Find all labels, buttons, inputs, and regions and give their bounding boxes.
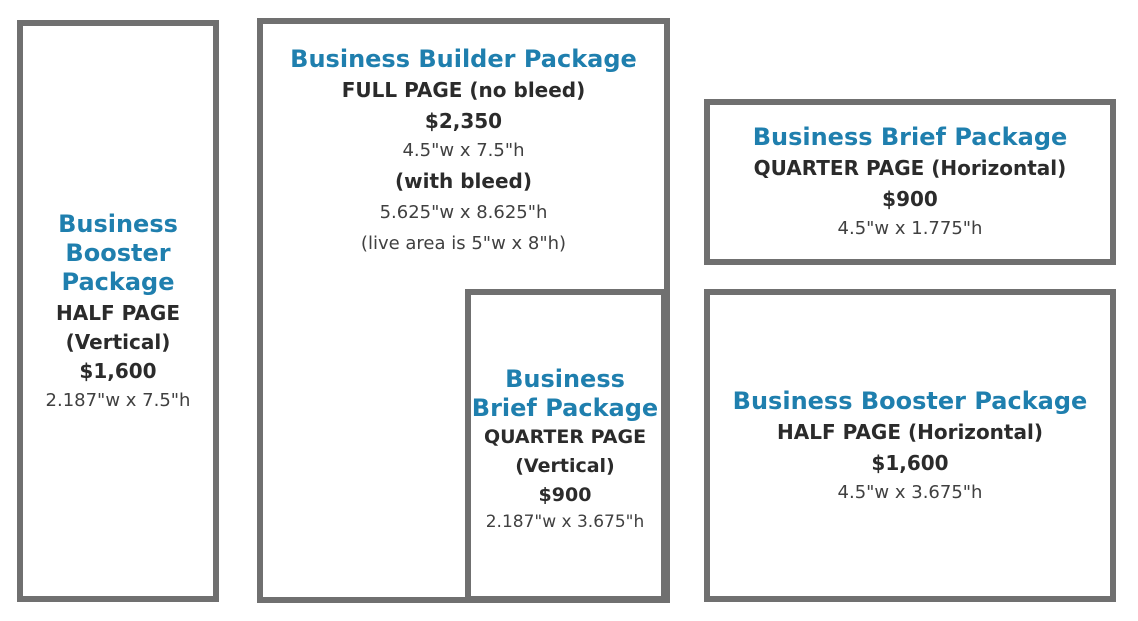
package-title: Business (505, 365, 625, 393)
ad-dimensions: 4.5"w x 7.5"h (402, 140, 525, 161)
package-title: Business Brief Package (752, 123, 1068, 151)
ad-dimensions: 4.5"w x 1.775"h (837, 218, 983, 239)
full-page-content: Business Builder Package FULL PAGE (no b… (257, 45, 670, 258)
ad-price: $900 (882, 187, 938, 211)
package-title: Business Builder Package (290, 45, 637, 73)
quarter-page-horizontal-box (704, 99, 1116, 265)
ad-size: HALF PAGE (56, 301, 180, 325)
package-title: Brief Package (471, 394, 659, 422)
ad-size: QUARTER PAGE (483, 426, 647, 448)
bleed-dimensions: 5.625"w x 8.625"h (379, 202, 548, 223)
package-title: Booster (65, 239, 171, 267)
half-page-vertical-content: Business Booster Package HALF PAGE (Vert… (17, 210, 219, 415)
ad-size: FULL PAGE (no bleed) (341, 78, 586, 102)
half-page-horizontal-content: Business Booster Package HALF PAGE (Hori… (704, 387, 1116, 507)
ad-size: (Vertical) (65, 330, 171, 354)
ad-price: $1,600 (79, 359, 157, 383)
package-title: Package (61, 268, 175, 296)
ad-price: $900 (538, 484, 592, 506)
quarter-page-horizontal-content: Business Brief Package QUARTER PAGE (Hor… (704, 123, 1116, 243)
ad-dimensions: 2.187"w x 7.5"h (45, 390, 191, 411)
ad-size: (Vertical) (515, 455, 615, 477)
ad-dimensions: 4.5"w x 3.675"h (837, 482, 983, 503)
quarter-page-vertical-content: Business Brief Package QUARTER PAGE (Ver… (465, 365, 665, 534)
ad-dimensions: 2.187"w x 3.675"h (485, 512, 645, 532)
ad-price: $1,600 (871, 451, 949, 475)
quarter-page-vertical-box (465, 289, 667, 602)
ad-price: $2,350 (424, 109, 503, 133)
ad-size: QUARTER PAGE (Horizontal) (753, 156, 1067, 180)
half-page-vertical-box (17, 20, 219, 602)
bleed-label: (with bleed) (395, 169, 532, 193)
package-title: Business (58, 210, 178, 238)
live-area-note: (live area is 5"w x 8"h) (360, 233, 567, 254)
ad-size: HALF PAGE (Horizontal) (777, 420, 1043, 444)
half-page-horizontal-box (704, 289, 1116, 602)
package-title: Business Booster Package (732, 387, 1088, 415)
